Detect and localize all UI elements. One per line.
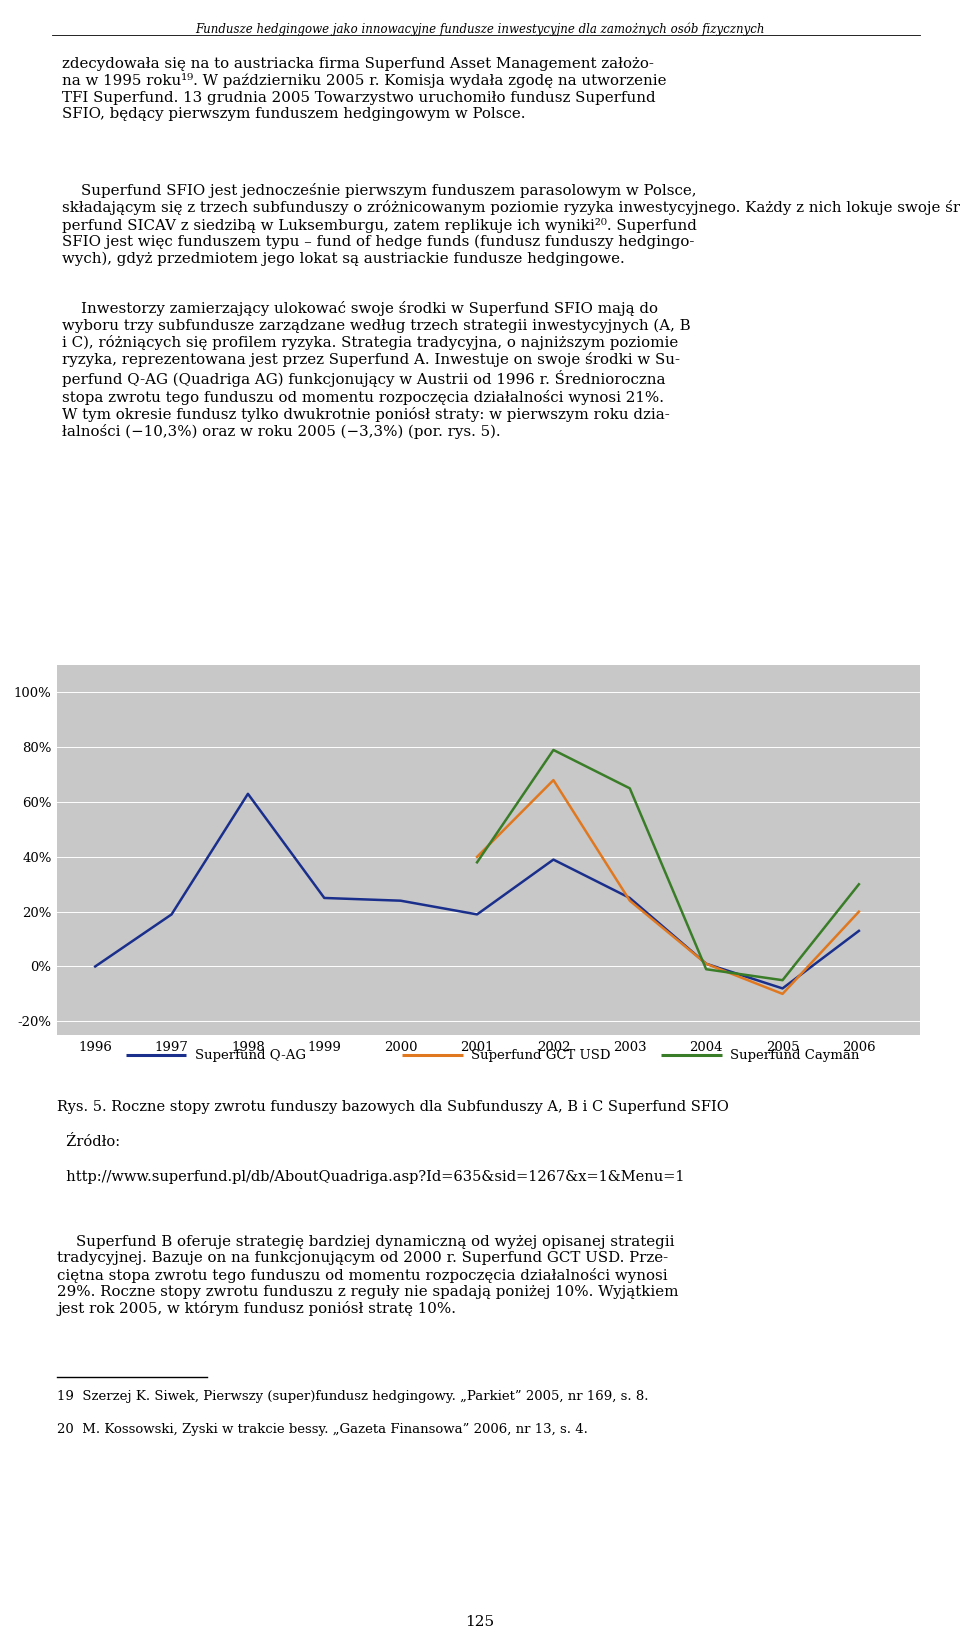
Text: Superfund Cayman: Superfund Cayman [731, 1048, 859, 1061]
Text: Rys. 5. Roczne stopy zwrotu funduszy bazowych dla Subfunduszy A, B i C Superfund: Rys. 5. Roczne stopy zwrotu funduszy baz… [57, 1101, 729, 1114]
Text: 125: 125 [466, 1615, 494, 1629]
Text: Źródło:: Źródło: [57, 1135, 120, 1148]
Text: Superfund GCT USD: Superfund GCT USD [471, 1048, 611, 1061]
Text: Superfund SFIO jest jednocześnie pierwszym funduszem parasolowym w Polsce,
skład: Superfund SFIO jest jednocześnie pierwsz… [62, 183, 960, 266]
Text: http://www.superfund.pl/db/AboutQuadriga.asp?Id=635&sid=1267&x=1&Menu=1: http://www.superfund.pl/db/AboutQuadriga… [57, 1170, 684, 1184]
Text: 19  Szerzej K. Siwek, Pierwszy (super)fundusz hedgingowy. „Parkiet” 2005, nr 169: 19 Szerzej K. Siwek, Pierwszy (super)fun… [57, 1390, 649, 1403]
Text: zdecydowała się na to austriacka firma Superfund Asset Management założo-
na w 1: zdecydowała się na to austriacka firma S… [62, 58, 666, 120]
Text: Fundusze hedgingowe jako innowacyjne fundusze inwestycyjne dla zamożnych osób fi: Fundusze hedgingowe jako innowacyjne fun… [195, 23, 765, 36]
Text: Inwestorzy zamierzający ulokować swoje środki w Superfund SFIO mają do
wyboru tr: Inwestorzy zamierzający ulokować swoje ś… [62, 301, 690, 439]
Text: Superfund Q-AG: Superfund Q-AG [195, 1048, 306, 1061]
Text: Superfund B oferuje strategię bardziej dynamiczną od wyżej opisanej strategii
tr: Superfund B oferuje strategię bardziej d… [57, 1235, 679, 1316]
Text: 20  M. Kossowski, Zyski w trakcie bessy. „Gazeta Finansowa” 2006, nr 13, s. 4.: 20 M. Kossowski, Zyski w trakcie bessy. … [57, 1423, 588, 1436]
